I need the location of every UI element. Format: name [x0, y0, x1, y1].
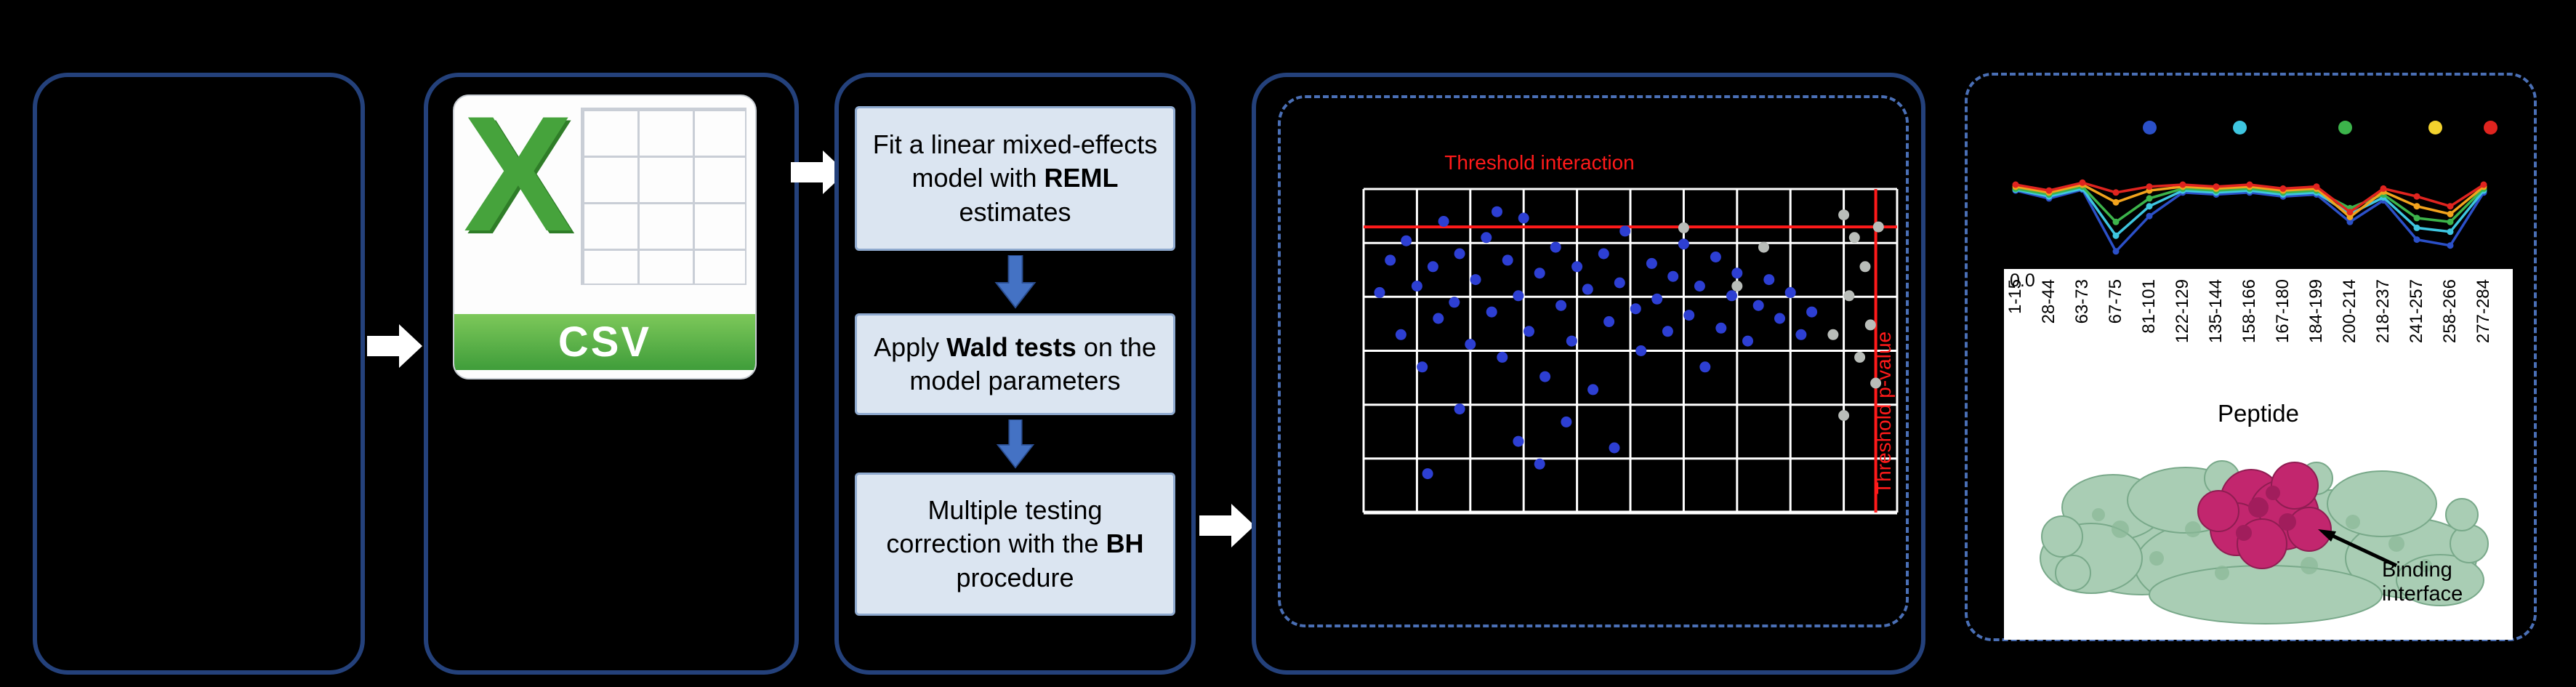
csv-file-icon: X CSV [453, 95, 757, 379]
x-tick-label: 184-199 [2306, 279, 2326, 344]
x-tick-label: 63-73 [2072, 279, 2092, 324]
excel-x-logo: X [463, 95, 573, 265]
step3-pre: Multiple testing correction with the [886, 495, 1106, 559]
x-tick-label: 200-214 [2340, 279, 2359, 344]
peptide-axis-block: 0.0 1-15 28-44 63-73 67-75 81-101 122-129 135-… [2004, 269, 2513, 640]
significance-scatter-plot: Threshold interaction Threshold p-value [1362, 151, 1899, 515]
y-axis-tick: 0.0 [2010, 270, 2035, 291]
deuteration-line-chart [2012, 179, 2487, 255]
scatter-gray-points [1678, 209, 1884, 421]
legend-dot [2338, 121, 2353, 134]
legend-dot [2143, 121, 2157, 134]
csv-page: X CSV [453, 95, 757, 379]
binding-site-texture [2236, 486, 2296, 541]
step1-post: estimates [959, 196, 1071, 227]
flow-arrow-1 [367, 324, 422, 368]
step-text-wald: Apply Wald tests on the model parameters [867, 331, 1163, 398]
line-series-red-line [2012, 179, 2487, 216]
panel-peptide-results: 0.0 1-15 28-44 63-73 67-75 81-101 122-129 135-… [1965, 73, 2537, 641]
step-text-reml: Fit a linear mixed-effects model with RE… [867, 128, 1163, 228]
grid-lines [1362, 188, 1899, 515]
step1-pre: Fit a linear mixed-effects model with [872, 129, 1158, 193]
x-tick-label: 218-237 [2373, 279, 2393, 344]
step2-pre: Apply [874, 332, 947, 362]
binding-interface-arrow [2318, 529, 2398, 568]
protein-structure-image [2040, 460, 2489, 624]
threshold-lines [1364, 189, 1897, 513]
x-tick-label: 81-101 [2139, 279, 2159, 334]
down-arrow-2 [996, 419, 1034, 469]
x-tick-label: 158-166 [2239, 279, 2259, 344]
legend-dot [2484, 121, 2498, 134]
step-box-wald: Apply Wald tests on the model parameters [855, 313, 1175, 415]
down-arrow-1 [994, 255, 1037, 309]
threshold-interaction-label: Threshold interaction [1444, 151, 1635, 174]
binding-site-highlight [2197, 462, 2332, 569]
x-tick-label: 135-144 [2206, 279, 2226, 344]
flow-arrow-2 [791, 150, 846, 194]
step-box-reml: Fit a linear mixed-effects model with RE… [855, 106, 1175, 251]
x-tick-label: 167-180 [2273, 279, 2293, 344]
step-box-bh: Multiple testing correction with the BH … [855, 473, 1175, 616]
x-tick-label: 241-257 [2407, 279, 2426, 344]
peptide-tick-labels: 1-15 28-44 63-73 67-75 81-101 122-129 135-144 1… [2004, 279, 2513, 401]
step3-post: procedure [956, 562, 1074, 592]
panel-experimental-input [33, 73, 365, 675]
panel-csv-input: X CSV [424, 73, 799, 675]
x-tick-label: 1-15 [2005, 279, 2025, 315]
panel-global-results: Threshold interaction Threshold p-value [1252, 73, 1925, 675]
spreadsheet-grid [580, 107, 746, 286]
step-text-bh: Multiple testing correction with the BH … [867, 494, 1163, 594]
step1-bold: REML [1044, 163, 1119, 193]
step2-post: on the model parameters [909, 332, 1156, 395]
x-tick-label: 122-129 [2173, 279, 2192, 344]
csv-label-band: CSV [454, 314, 755, 370]
x-axis-title: Peptide [2218, 400, 2299, 427]
scatter-plot-svg [1362, 188, 1899, 515]
x-tick-label: 258-266 [2440, 279, 2460, 344]
binding-interface-label: Binding interface [2382, 558, 2463, 606]
legend-dot [2233, 121, 2247, 134]
threshold-pvalue-label: Threshold p-value [1872, 331, 1895, 494]
right-arrow-icon [791, 150, 846, 194]
step2-bold: Wald tests [946, 332, 1076, 362]
x-tick-label: 277-284 [2474, 279, 2493, 344]
dashed-frame-scatter: Threshold interaction Threshold p-value [1278, 95, 1909, 627]
right-arrow-icon [1199, 504, 1255, 547]
x-tick-label: 28-44 [2039, 279, 2058, 324]
legend-dot [2428, 121, 2443, 134]
panel-statistical-workflow: Fit a linear mixed-effects model with RE… [834, 73, 1196, 675]
down-arrow-icon [996, 419, 1034, 469]
step3-bold: BH [1106, 529, 1144, 559]
flow-arrow-3 [1199, 504, 1255, 547]
right-arrow-icon [367, 324, 422, 368]
x-tick-label: 67-75 [2106, 279, 2125, 324]
scatter-blue-points [1374, 206, 1818, 480]
down-arrow-icon [994, 255, 1037, 309]
